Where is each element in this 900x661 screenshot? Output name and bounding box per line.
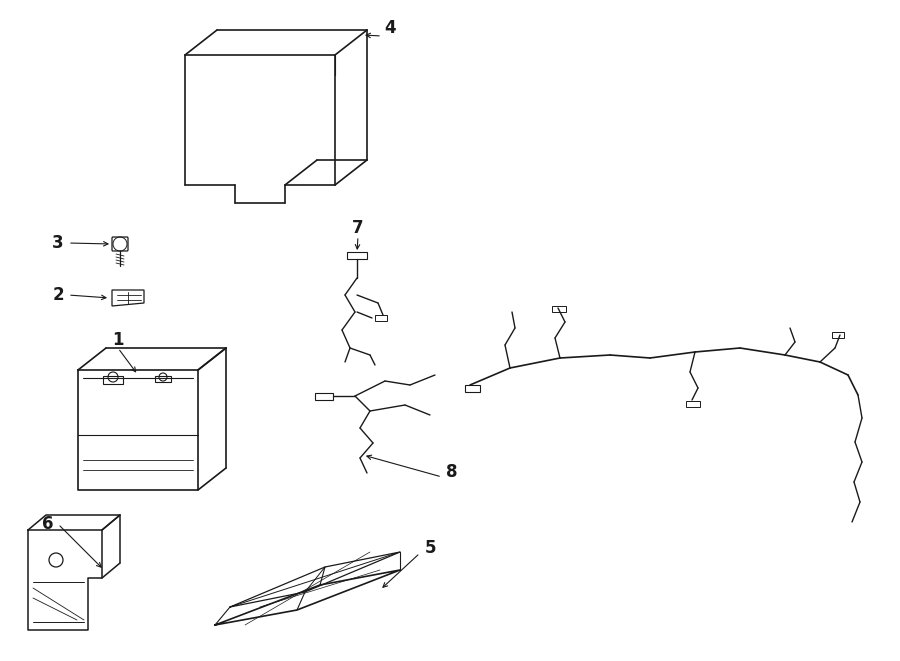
Bar (832, 332, 844, 338)
Bar (465, 385, 480, 392)
Bar (315, 393, 333, 400)
Bar (375, 315, 387, 321)
Text: 6: 6 (42, 515, 54, 533)
Text: 2: 2 (52, 286, 64, 304)
Bar (347, 252, 367, 259)
Text: 1: 1 (112, 331, 124, 349)
Bar (686, 401, 700, 407)
Text: 7: 7 (352, 219, 364, 237)
Text: 5: 5 (424, 539, 436, 557)
Text: 4: 4 (384, 19, 396, 37)
Bar (552, 306, 566, 312)
Text: 8: 8 (446, 463, 458, 481)
Bar (155, 376, 171, 382)
Bar (103, 376, 123, 384)
Text: 3: 3 (52, 234, 64, 252)
